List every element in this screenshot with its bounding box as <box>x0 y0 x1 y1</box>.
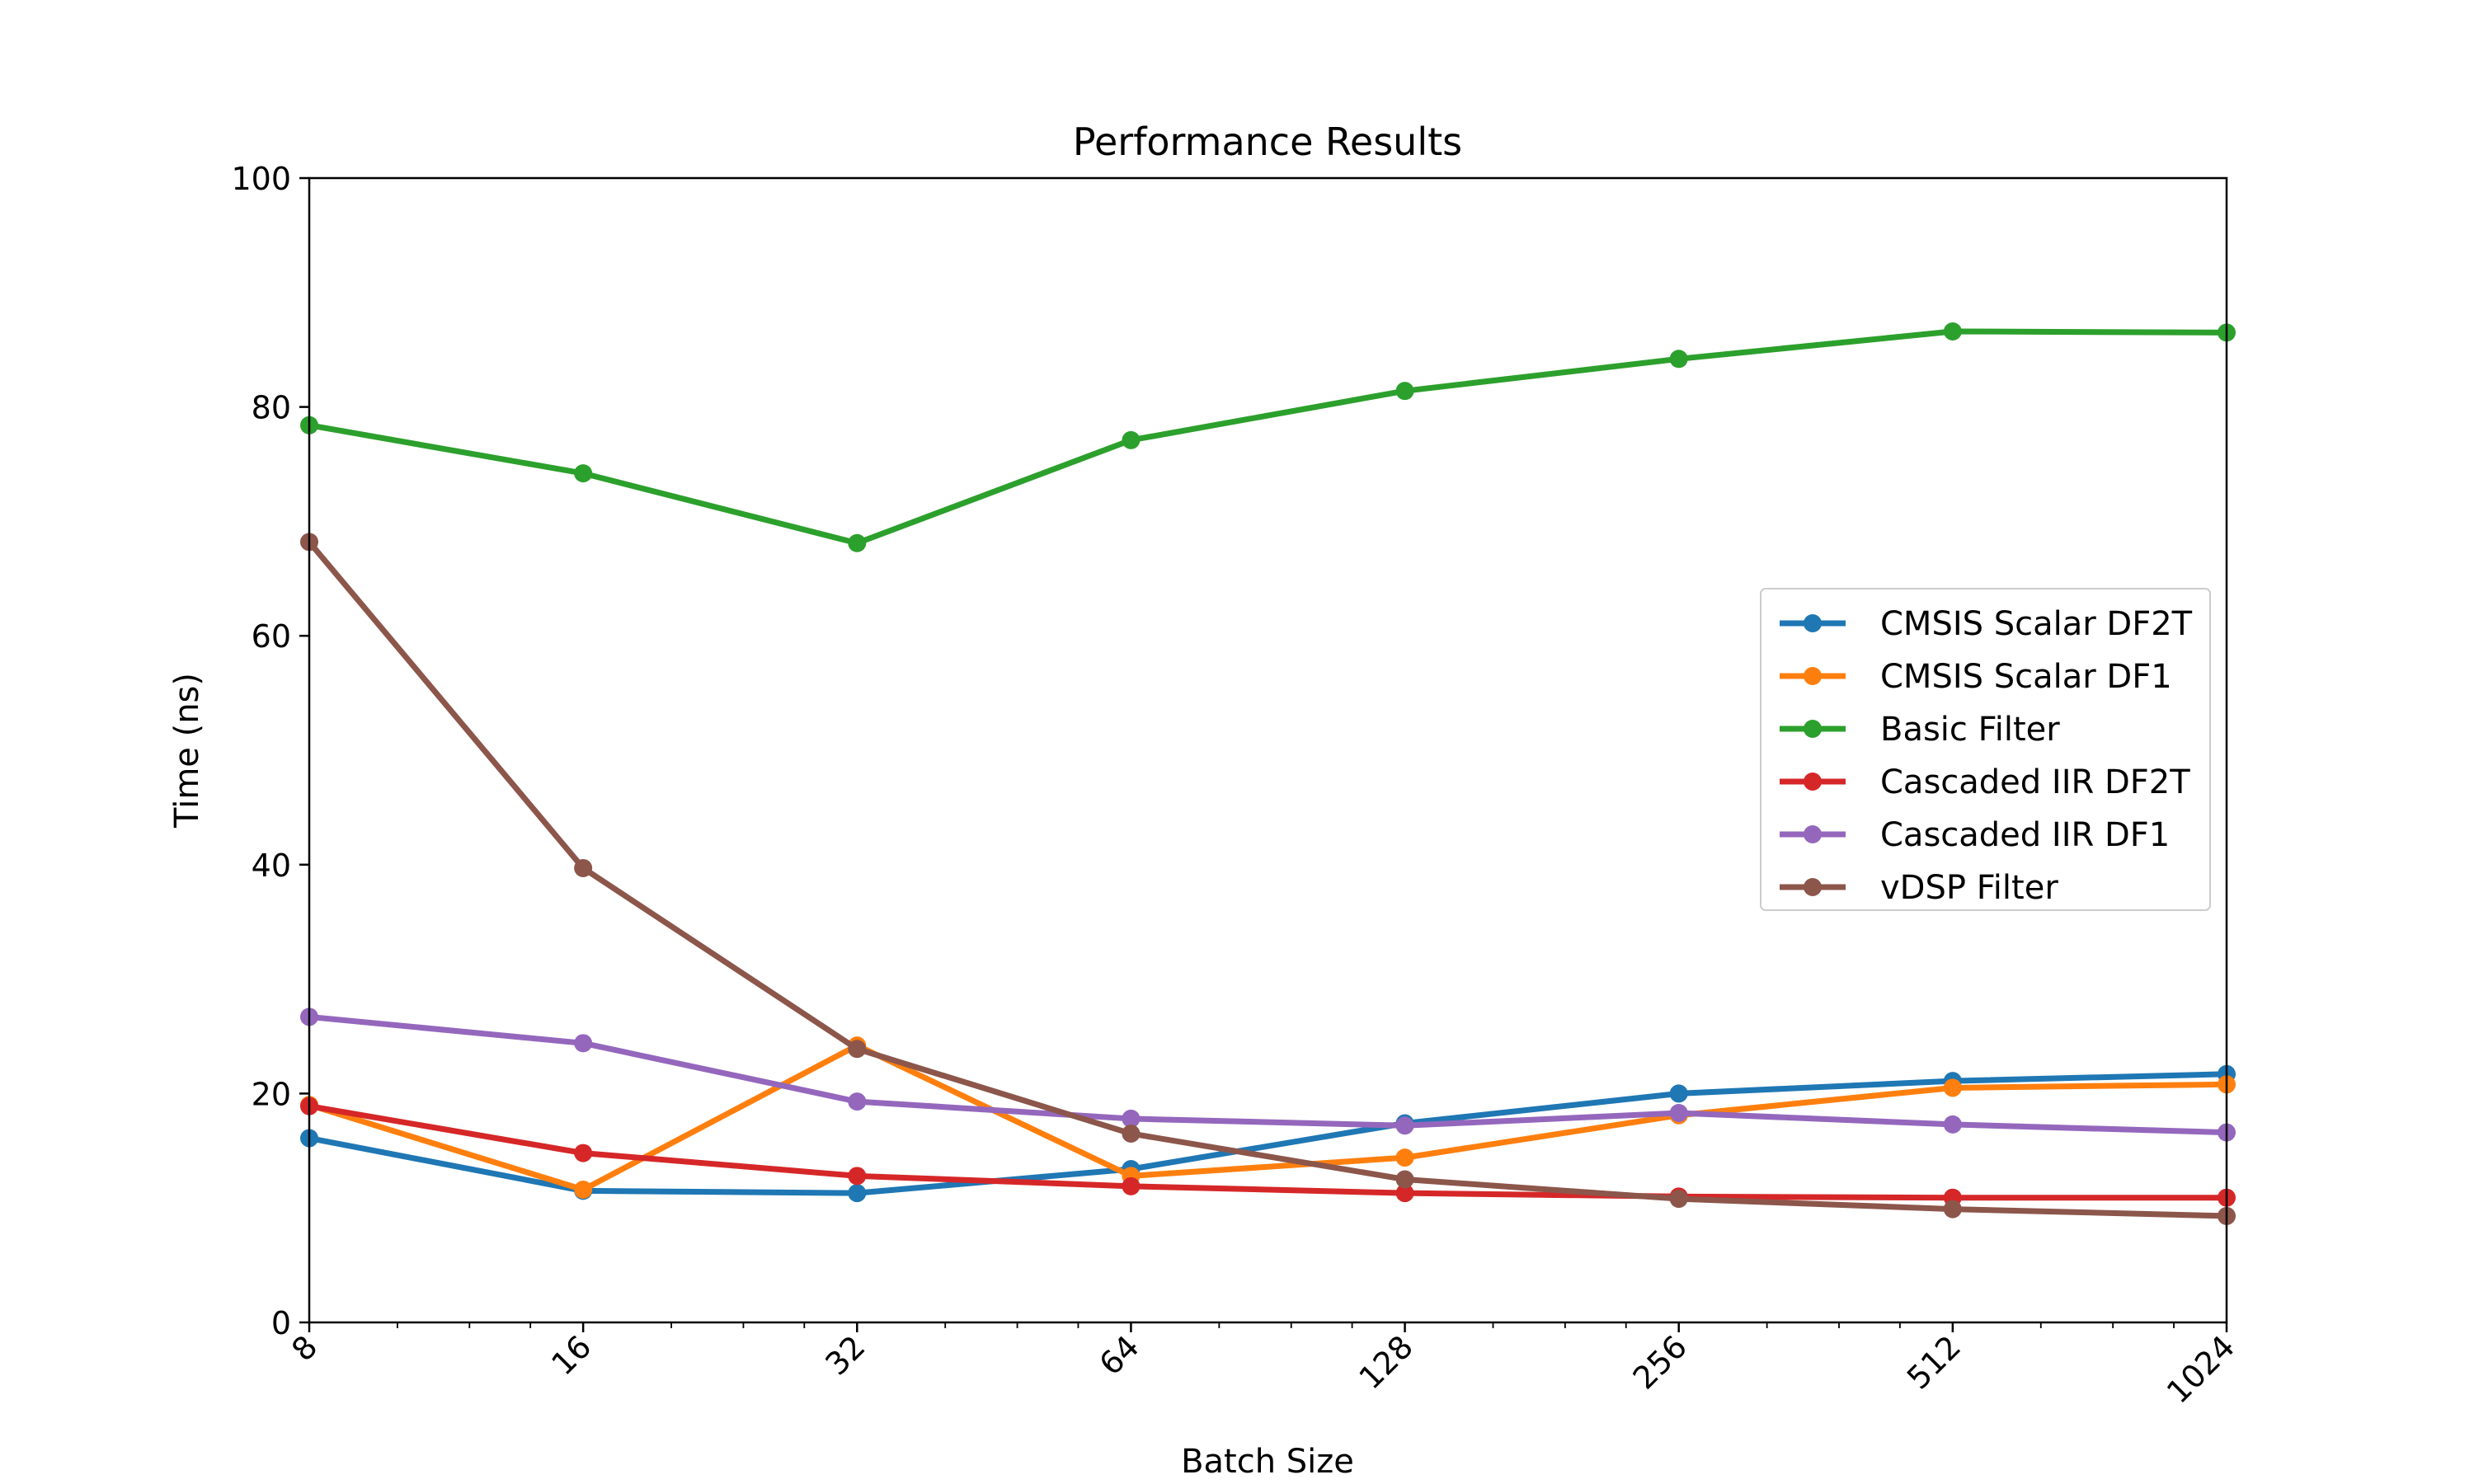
data-point <box>574 858 593 877</box>
data-point <box>574 1180 593 1199</box>
x-tick-label: 1024 <box>2160 1328 2242 1411</box>
chart-title: Performance Results <box>1073 120 1462 164</box>
data-point <box>1943 1078 1962 1097</box>
legend-label: Basic Filter <box>1880 711 2060 749</box>
data-point <box>848 533 867 552</box>
legend-entry: CMSIS Scalar DF2T <box>1780 605 2193 643</box>
data-point <box>1122 1176 1141 1195</box>
legend-entry: CMSIS Scalar DF1 <box>1780 658 2172 696</box>
data-point <box>848 1040 867 1059</box>
x-tick-label: 32 <box>818 1328 872 1382</box>
data-point <box>1395 1116 1414 1135</box>
x-tick-label: 512 <box>1900 1328 1968 1396</box>
legend-entry: Cascaded IIR DF2T <box>1780 763 2190 801</box>
series-line <box>306 328 2230 547</box>
data-point <box>574 464 593 483</box>
legend: CMSIS Scalar DF2T CMSIS Scalar DF1 Basic F… <box>1760 588 2211 911</box>
data-point <box>1943 1115 1962 1134</box>
legend-swatch-marker <box>1804 614 1822 632</box>
series-line <box>306 1042 2230 1193</box>
legend-entry: Basic Filter <box>1780 711 2060 749</box>
y-tick-label: 100 <box>231 161 291 197</box>
x-tick-label: 256 <box>1626 1328 1694 1396</box>
x-tick-label: 16 <box>544 1328 598 1382</box>
legend-box <box>1760 588 2211 911</box>
y-tick-label: 0 <box>271 1305 291 1341</box>
data-point <box>1122 1109 1141 1128</box>
data-point <box>1669 1084 1688 1103</box>
series-line <box>306 538 2230 1219</box>
series-4 <box>300 1007 2236 1142</box>
x-tick-label: 128 <box>1352 1328 1420 1396</box>
legend-label: CMSIS Scalar DF2T <box>1880 605 2193 643</box>
legend-swatch-marker <box>1804 667 1822 685</box>
legend-swatch-marker <box>1804 878 1822 896</box>
y-tick-label: 20 <box>252 1076 291 1112</box>
x-tick-label: 64 <box>1092 1328 1145 1382</box>
y-tick-label: 40 <box>252 848 291 884</box>
data-point <box>1395 382 1414 401</box>
data-point <box>1669 1190 1688 1209</box>
data-point <box>574 1144 593 1162</box>
y-tick-label: 60 <box>252 618 291 655</box>
data-point <box>1395 1148 1414 1167</box>
legend-swatch-marker <box>1804 773 1822 791</box>
legend-label: CMSIS Scalar DF1 <box>1880 658 2172 696</box>
y-tick-label: 80 <box>252 390 291 426</box>
data-point <box>848 1092 867 1111</box>
data-point <box>1395 1170 1414 1189</box>
data-point <box>1669 1103 1688 1122</box>
series-layer <box>300 322 2236 1225</box>
data-point <box>848 1184 867 1203</box>
legend-entry: Cascaded IIR DF1 <box>1780 816 2170 854</box>
series-1 <box>300 1036 2236 1199</box>
data-point <box>574 1034 593 1053</box>
legend-items: CMSIS Scalar DF2T CMSIS Scalar DF1 Basic F… <box>1780 605 2193 907</box>
series-line <box>306 1103 2230 1201</box>
data-point <box>1122 430 1141 449</box>
legend-swatch-marker <box>1804 825 1822 843</box>
series-2 <box>300 322 2236 552</box>
data-point <box>1943 1200 1962 1219</box>
series-line <box>306 1071 2230 1196</box>
x-axis-label: Batch Size <box>1181 1443 1354 1481</box>
data-point <box>1122 1124 1141 1143</box>
y-axis-label: Time (ns) <box>168 673 206 829</box>
legend-entry: vDSP Filter <box>1780 869 2058 907</box>
plot-frame <box>308 176 2228 1324</box>
legend-label: vDSP Filter <box>1880 869 2058 907</box>
data-point <box>848 1167 867 1186</box>
data-point <box>1669 350 1688 369</box>
legend-label: Cascaded IIR DF2T <box>1880 763 2190 801</box>
data-point <box>1943 322 1962 340</box>
legend-swatch-marker <box>1804 720 1822 738</box>
series-line <box>306 1013 2230 1136</box>
data-point <box>1395 1184 1414 1203</box>
legend-label: Cascaded IIR DF1 <box>1880 816 2170 854</box>
